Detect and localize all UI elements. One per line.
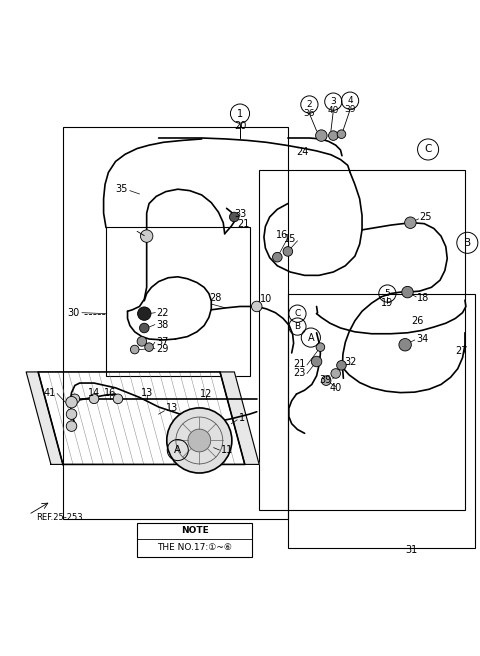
Text: 16: 16 [104,388,116,398]
Circle shape [331,369,340,379]
Text: 11: 11 [221,445,233,455]
Text: A: A [174,445,181,455]
Polygon shape [26,372,63,464]
Circle shape [402,287,413,298]
Text: 21: 21 [238,218,250,229]
Circle shape [336,361,346,370]
Text: 13: 13 [141,388,153,398]
Circle shape [229,212,239,222]
Text: 26: 26 [411,316,423,326]
Circle shape [145,343,154,352]
Circle shape [138,307,151,320]
FancyArrowPatch shape [137,232,144,236]
Text: 19: 19 [381,298,394,308]
Bar [63,127,288,520]
Text: 31: 31 [405,544,418,554]
Text: 2: 2 [307,100,312,109]
Text: 22: 22 [156,308,169,318]
Text: B: B [294,322,300,331]
Circle shape [70,394,80,403]
Text: THE NO.17:①~⑥: THE NO.17:①~⑥ [157,543,232,552]
Text: 32: 32 [344,358,356,367]
Text: 3: 3 [330,97,336,106]
Circle shape [66,421,77,432]
Circle shape [137,337,147,346]
Text: 12: 12 [200,389,213,399]
Circle shape [337,130,346,138]
Text: 33: 33 [234,209,247,219]
Text: 35: 35 [115,184,128,194]
Text: 10: 10 [260,295,272,304]
Text: A: A [308,333,314,342]
Text: 34: 34 [416,333,428,344]
Circle shape [328,131,338,140]
Circle shape [316,130,327,141]
Text: NOTE: NOTE [180,526,208,535]
Circle shape [66,396,77,408]
Bar [137,523,252,557]
Text: 20: 20 [234,121,246,131]
Circle shape [66,409,77,419]
Text: 29: 29 [156,344,168,354]
Text: 40: 40 [330,383,342,393]
Text: 23: 23 [294,369,306,379]
Text: REF.25-253: REF.25-253 [36,512,83,522]
Text: C: C [424,144,432,154]
Text: 30: 30 [67,308,80,318]
Text: 16: 16 [276,230,288,239]
Text: 28: 28 [209,293,221,303]
Text: 5: 5 [384,289,390,298]
Text: 37: 37 [156,337,168,348]
Circle shape [252,301,262,312]
Circle shape [312,356,322,367]
Circle shape [399,338,411,351]
Text: 27: 27 [456,346,468,356]
Bar [288,295,475,548]
Circle shape [322,376,331,386]
Bar [259,170,465,510]
Text: 24: 24 [296,148,309,157]
Polygon shape [220,372,259,464]
Circle shape [283,247,293,256]
Bar [106,228,250,376]
Text: 1: 1 [239,413,245,423]
Circle shape [316,343,324,352]
Circle shape [89,394,99,403]
Circle shape [405,217,416,228]
Text: 39: 39 [320,375,332,384]
Text: 41: 41 [44,388,56,398]
Text: 14: 14 [88,388,100,398]
Circle shape [140,323,149,333]
Text: 21: 21 [294,359,306,369]
Text: B: B [464,238,471,248]
Text: C: C [294,309,300,318]
Circle shape [131,345,139,354]
Text: 25: 25 [420,212,432,222]
Circle shape [113,394,123,403]
Text: 15: 15 [284,234,297,245]
Text: 38: 38 [156,319,168,330]
Circle shape [188,429,211,452]
Circle shape [167,408,232,473]
Text: 13: 13 [166,403,178,413]
Circle shape [273,253,282,262]
Text: 1: 1 [237,109,243,119]
Text: 39: 39 [344,105,356,113]
Circle shape [141,230,153,242]
Text: 18: 18 [417,293,429,303]
Text: 36: 36 [304,109,315,118]
Text: 40: 40 [328,106,339,115]
Text: 4: 4 [347,96,353,105]
